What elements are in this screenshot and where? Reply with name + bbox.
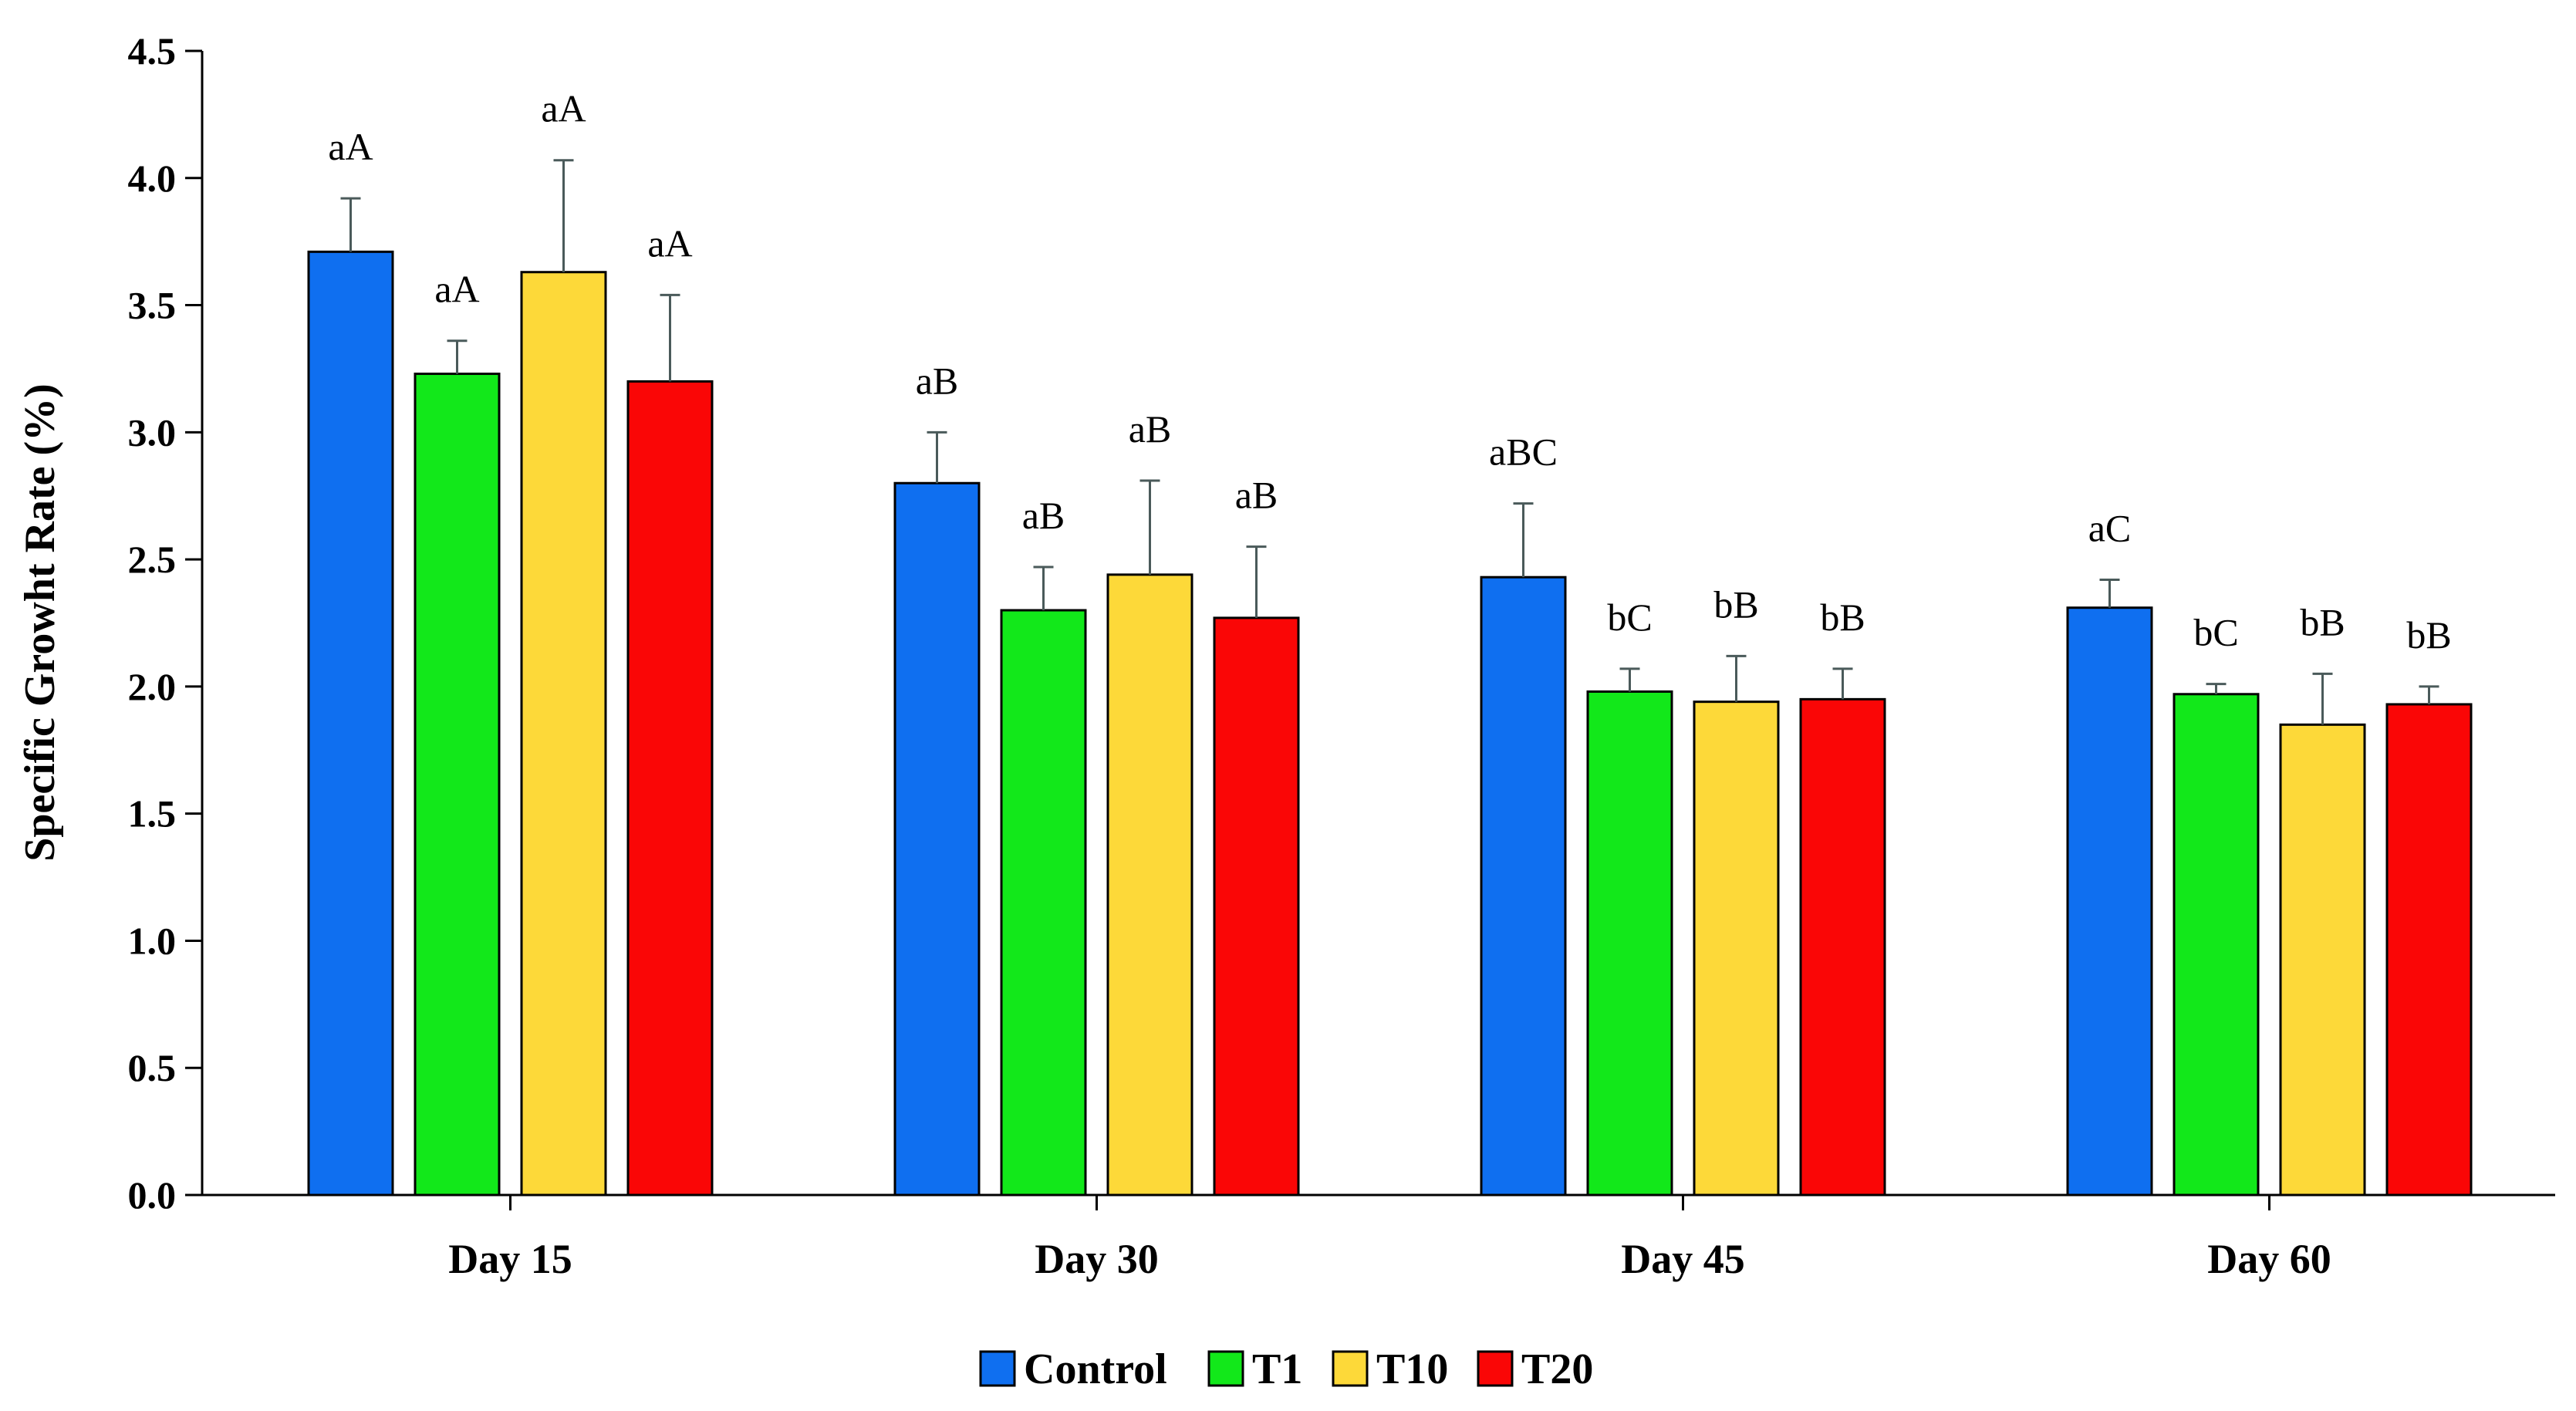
bar-t1-day-60 (2173, 693, 2260, 1197)
bar-control-day-30 (893, 481, 981, 1197)
bar-t10-day-30 (1106, 573, 1193, 1197)
y-axis-title: Specific Growht Rate (%) (16, 383, 64, 862)
bar-t10-day-15 (520, 271, 607, 1197)
legend: Control T1 T10 T20 (979, 1345, 1593, 1393)
significance-label: aBC (1489, 430, 1558, 474)
significance-label: aB (1235, 474, 1278, 517)
significance-label: aA (541, 87, 586, 130)
legend-swatch-t1 (1207, 1350, 1244, 1387)
significance-label: aB (1022, 494, 1065, 537)
bar-t20-day-60 (2385, 703, 2473, 1197)
legend-label-control: Control (1024, 1345, 1167, 1393)
significance-label: bB (2406, 613, 2451, 657)
legend-swatch-control (979, 1350, 1016, 1387)
y-ticks: 0.0 0.5 1.0 1.5 2.0 2.5 3.0 3.5 4.0 4.5 (128, 29, 202, 1217)
significance-label: aB (916, 359, 959, 402)
bar-t20-day-15 (626, 380, 714, 1197)
bar-t20-day-45 (1799, 697, 1886, 1197)
significance-label: aA (328, 125, 373, 168)
bar-t1-day-30 (1000, 609, 1087, 1197)
y-tick-label: 0.5 (128, 1046, 177, 1089)
legend-label-t1: T1 (1252, 1345, 1302, 1393)
bar-control-day-15 (307, 250, 394, 1197)
significance-label: bC (2193, 611, 2238, 654)
y-tick-label: 2.0 (128, 665, 177, 708)
legend-label-t20: T20 (1521, 1345, 1593, 1393)
bar-control-day-45 (1480, 576, 1567, 1197)
significance-label: aC (2088, 506, 2132, 549)
legend-label-t10: T10 (1376, 1345, 1448, 1393)
bar-t20-day-30 (1213, 616, 1300, 1197)
y-tick-label: 4.5 (128, 29, 177, 73)
x-tick-label: Day 30 (1035, 1236, 1159, 1282)
x-tick-label: Day 15 (448, 1236, 572, 1282)
significance-label: aA (434, 268, 479, 311)
bar-t1-day-15 (414, 373, 501, 1197)
y-tick-label: 3.5 (128, 284, 177, 327)
category-labels: Day 15 Day 30 Day 45 Day 60 (448, 1195, 2331, 1282)
significance-label: aA (647, 221, 692, 265)
significance-label: aB (1129, 407, 1172, 451)
y-tick-label: 3.0 (128, 410, 177, 454)
significance-label: bB (1713, 582, 1758, 626)
y-tick-label: 0.0 (128, 1173, 177, 1217)
y-tick-label: 1.5 (128, 792, 177, 835)
y-tick-label: 2.5 (128, 538, 177, 581)
bar-control-day-60 (2066, 606, 2153, 1197)
bar-t10-day-45 (1693, 700, 1780, 1197)
significance-label: bB (1820, 596, 1865, 639)
significance-label: bC (1607, 596, 1652, 639)
significance-label: bB (2300, 600, 2345, 643)
bar-t1-day-45 (1586, 690, 1673, 1197)
y-tick-label: 1.0 (128, 919, 177, 962)
bar-t10-day-60 (2279, 723, 2366, 1197)
legend-swatch-t20 (1477, 1350, 1514, 1387)
y-tick-label: 4.0 (128, 157, 177, 200)
x-tick-label: Day 60 (2207, 1236, 2331, 1282)
legend-swatch-t10 (1332, 1350, 1369, 1387)
bars: aA aB aBC aC aA aB bC bC aA aB bB bB aA aB bB bB (307, 87, 2473, 1197)
x-tick-label: Day 45 (1621, 1236, 1745, 1282)
